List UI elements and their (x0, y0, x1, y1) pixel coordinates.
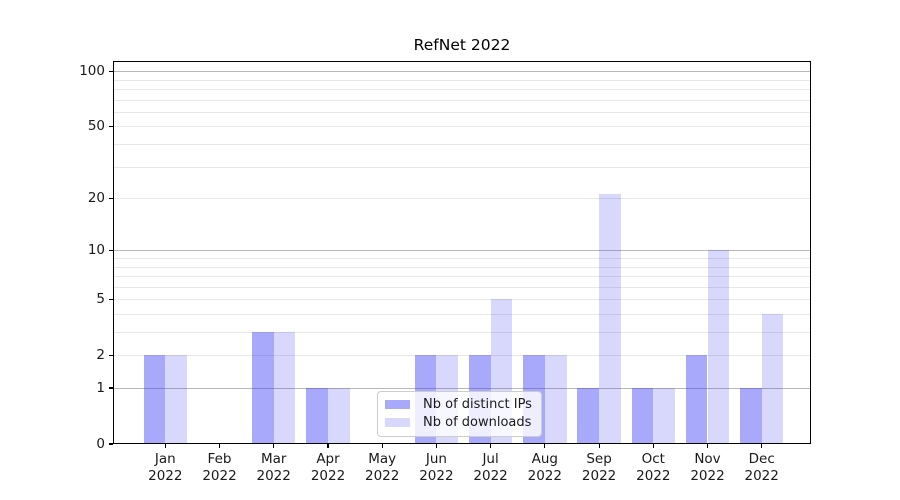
legend-swatch-icon (385, 400, 410, 409)
y-tick-label-10: 10 (87, 242, 105, 259)
legend-swatch-icon (385, 418, 410, 427)
bar-dec-ips (739, 388, 762, 444)
gridline-10 (113, 250, 811, 252)
gridline-50 (113, 126, 811, 128)
x-tick-mark-nov (706, 444, 709, 448)
gridline-40 (113, 144, 811, 145)
x-tick-mark-jun (435, 444, 438, 448)
x-tick-label-apr: Apr 2022 (310, 451, 346, 485)
bar-apr-ips (306, 388, 328, 444)
gridline-7 (113, 276, 811, 277)
gridline-3 (113, 332, 811, 333)
x-tick-mark-mar (273, 444, 275, 448)
bar-jan-downloads (165, 355, 188, 444)
y-tick-label-1: 1 (96, 380, 105, 396)
x-tick-mark-sep (598, 444, 600, 448)
y-tick-mark-50 (109, 125, 113, 128)
gridline-5 (113, 299, 811, 301)
legend-item-distinct-ips: Nb of distinct IPs (385, 397, 532, 412)
gridline-6 (113, 286, 811, 288)
x-tick-label-jul: Jul 2022 (473, 451, 508, 485)
legend-label: Nb of downloads (423, 415, 532, 430)
bar-sep-downloads (599, 194, 621, 444)
x-tick-label-jan: Jan 2022 (148, 451, 183, 485)
y-tick-mark-20 (109, 197, 113, 199)
bar-mar-downloads (273, 332, 296, 444)
y-tick-mark-100 (109, 70, 113, 72)
x-tick-label-aug: Aug 2022 (527, 451, 562, 485)
y-tick-label-5: 5 (96, 291, 105, 308)
gridline-1 (113, 388, 811, 389)
gridline-20 (113, 198, 811, 200)
x-tick-label-dec: Dec 2022 (744, 451, 779, 485)
x-tick-label-mar: Mar 2022 (256, 451, 291, 485)
y-tick-label-2: 2 (96, 347, 105, 364)
y-tick-mark-0 (109, 443, 113, 445)
x-tick-mark-may (381, 444, 383, 448)
y-tick-mark-2 (109, 354, 113, 356)
y-tick-mark-5 (109, 298, 113, 300)
bar-jan-ips (143, 355, 166, 444)
bar-mar-ips (251, 332, 274, 444)
x-tick-label-nov: Nov 2022 (690, 451, 725, 485)
bar-nov-ips (685, 355, 708, 444)
x-tick-mark-jul (490, 444, 492, 448)
gridline-100 (113, 71, 811, 73)
x-tick-label-feb: Feb 2022 (202, 451, 237, 485)
x-tick-label-jun: Jun 2022 (419, 451, 454, 485)
chart-title: RefNet 2022 (413, 36, 511, 54)
x-tick-mark-dec (761, 444, 763, 448)
y-tick-mark-10 (109, 249, 113, 251)
bar-oct-ips (631, 388, 654, 444)
bar-nov-downloads (707, 250, 730, 444)
bar-dec-downloads (761, 314, 784, 444)
bar-aug-downloads (544, 355, 567, 444)
y-tick-label-50: 50 (87, 118, 105, 135)
y-tick-label-100: 100 (79, 63, 105, 80)
gridline-60 (113, 111, 811, 113)
legend-item-downloads: Nb of downloads (385, 415, 532, 430)
gridline-8 (113, 266, 811, 268)
y-tick-mark-1 (109, 387, 113, 389)
x-tick-mark-feb (218, 444, 221, 448)
x-tick-label-sep: Sep 2022 (581, 451, 617, 485)
x-tick-label-may: May 2022 (365, 451, 400, 485)
legend-label: Nb of distinct IPs (423, 397, 532, 412)
legend: Nb of distinct IPs Nb of downloads (377, 391, 542, 437)
x-tick-mark-apr (327, 444, 329, 448)
x-tick-mark-aug (544, 444, 546, 448)
plot-area: Nb of distinct IPs Nb of downloads (113, 61, 811, 444)
bar-apr-downloads (328, 388, 350, 444)
bar-sep-ips (577, 388, 600, 444)
gridline-80 (113, 89, 811, 90)
bar-oct-downloads (653, 388, 676, 444)
gridline-30 (113, 166, 811, 168)
gridline-2 (113, 355, 811, 357)
gridline-4 (113, 314, 811, 315)
gridline-90 (113, 79, 811, 81)
gridline-9 (113, 258, 811, 259)
x-tick-mark-oct (652, 444, 654, 448)
gridline-70 (113, 99, 811, 101)
x-tick-label-oct: Oct 2022 (636, 451, 671, 485)
y-tick-label-0: 0 (96, 436, 105, 452)
y-tick-label-20: 20 (87, 190, 105, 207)
x-tick-mark-jan (164, 444, 166, 448)
